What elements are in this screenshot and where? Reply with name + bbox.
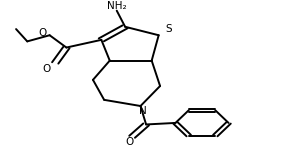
Text: O: O [126, 137, 134, 147]
Text: O: O [43, 64, 51, 74]
Text: NH₂: NH₂ [107, 1, 126, 11]
Text: N: N [139, 106, 147, 116]
Text: S: S [165, 24, 172, 34]
Text: O: O [38, 28, 46, 38]
